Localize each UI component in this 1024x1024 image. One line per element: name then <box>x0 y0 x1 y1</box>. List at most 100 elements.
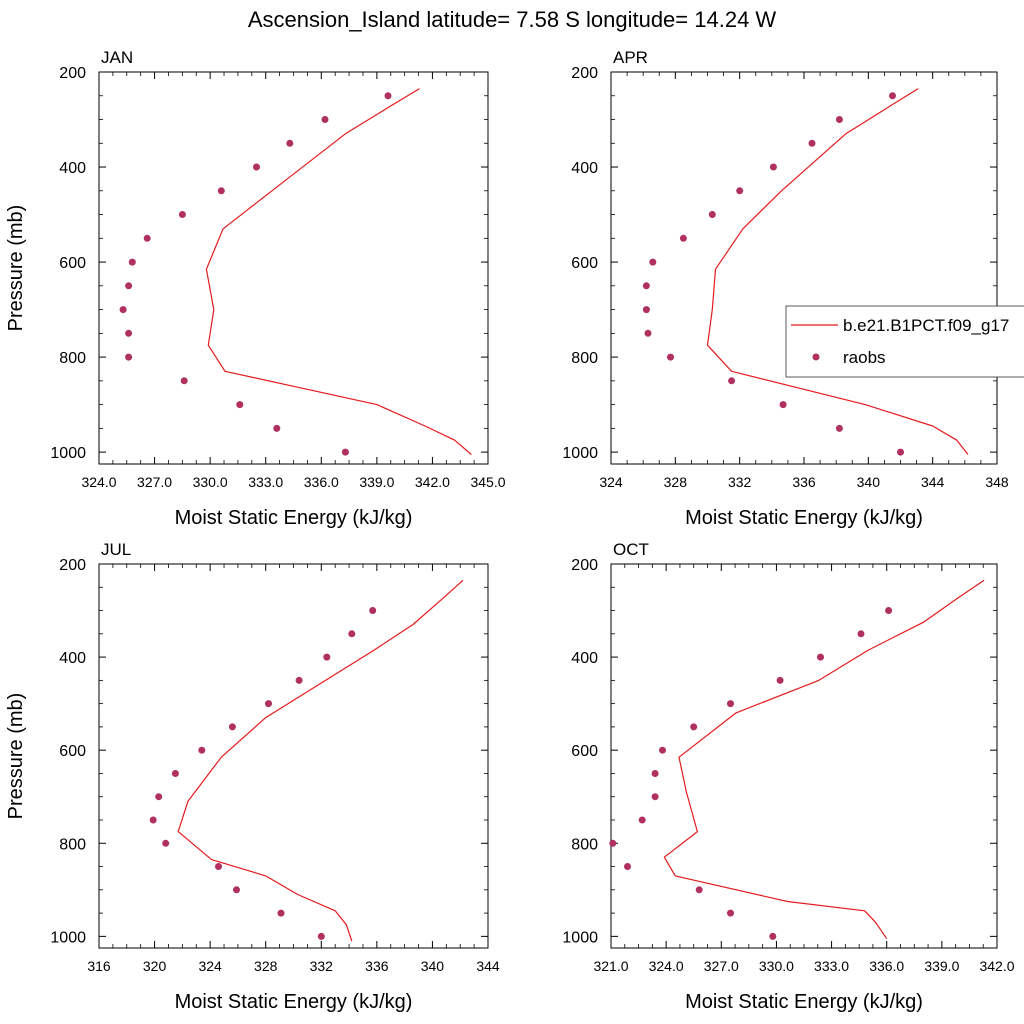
raobs-point <box>323 653 331 661</box>
model-series-line <box>205 88 472 455</box>
raobs-point <box>233 886 240 894</box>
raobs-point <box>198 746 206 754</box>
x-tick-label: 333.0 <box>248 474 283 490</box>
panel-oct: OCT 321.0 324.0 327.0 330.0 333.0 336.0 339.0 34… <box>562 540 1014 1013</box>
x-tick-label: 321.0 <box>593 958 628 974</box>
raobs-point <box>769 163 777 171</box>
raobs-point <box>295 676 303 684</box>
raobs-point <box>236 401 244 409</box>
x-tick-label: 324 <box>599 474 623 490</box>
raobs-point <box>155 793 163 801</box>
x-tick-label: 340 <box>421 958 445 974</box>
x-tick-label: 336 <box>365 958 389 974</box>
y-tick-label: 600 <box>571 743 598 760</box>
legend-label-model: b.e21.B1PCT.f09_g17 <box>843 316 1009 335</box>
y-tick-label: 1000 <box>50 929 86 946</box>
x-axis-label: Moist Static Energy (kJ/kg) <box>175 991 413 1013</box>
raobs-point <box>808 139 816 147</box>
x-tick-label: 324.0 <box>649 958 684 974</box>
raobs-point <box>171 770 179 777</box>
model-series-line <box>706 88 969 455</box>
raobs-point <box>644 329 652 337</box>
raobs-point <box>286 139 294 147</box>
model-series-line <box>663 579 985 940</box>
plot-frame <box>98 71 489 465</box>
x-tick-label: 333.0 <box>814 958 849 974</box>
legend: b.e21.B1PCT.f09_g17 raobs <box>785 305 1024 378</box>
x-tick-label: 336.0 <box>304 474 339 490</box>
raobs-point <box>277 909 285 917</box>
y-tick-label: 600 <box>571 255 598 272</box>
x-tick-label: 339.0 <box>924 958 959 974</box>
x-tick-label: 339.0 <box>359 474 394 490</box>
y-tick-label: 800 <box>571 836 598 853</box>
raobs-point <box>119 306 127 314</box>
raobs-point <box>253 163 260 171</box>
raobs-point <box>736 187 744 195</box>
raobs-point <box>149 816 157 824</box>
y-axis-label: Pressure (mb) <box>5 693 27 820</box>
raobs-point <box>857 630 865 638</box>
raobs-point <box>265 700 272 708</box>
x-axis-label: Moist Static Energy (kJ/kg) <box>175 507 413 529</box>
y-tick-label: 800 <box>59 836 86 853</box>
raobs-point <box>642 306 650 314</box>
x-tick-label: 344 <box>921 474 945 490</box>
panel-title: OCT <box>613 540 649 559</box>
raobs-point <box>679 234 687 242</box>
x-tick-label: 328 <box>254 958 278 974</box>
raobs-point <box>817 653 824 661</box>
plot-frame <box>610 563 998 949</box>
raobs-point <box>624 863 631 870</box>
y-tick-label: 600 <box>59 255 86 272</box>
raobs-point <box>178 211 186 218</box>
raobs-point <box>659 746 666 754</box>
y-tick-label: 1000 <box>50 445 86 462</box>
raobs-point <box>321 116 329 123</box>
raobs-point <box>228 723 236 731</box>
x-tick-label: 332 <box>310 958 334 974</box>
raobs-point <box>217 187 225 195</box>
raobs-point <box>143 234 151 242</box>
y-axis-label: Pressure (mb) <box>5 205 27 332</box>
y-tick-label: 400 <box>571 650 598 667</box>
raobs-point <box>690 723 698 731</box>
panel-title: APR <box>613 48 648 67</box>
figure-title: Ascension_Island latitude= 7.58 S longit… <box>248 7 777 32</box>
raobs-point <box>609 839 617 847</box>
raobs-point <box>317 932 325 940</box>
legend-box <box>785 305 1024 378</box>
raobs-point <box>885 607 893 614</box>
x-tick-label: 342.0 <box>415 474 450 490</box>
panel-apr: APR 324 328 332 336 340 344 348 200 400 600 800 1000… <box>562 48 1008 529</box>
x-tick-label: 348 <box>985 474 1009 490</box>
raobs-point <box>649 258 657 266</box>
panel-title: JUL <box>101 540 131 559</box>
panel-jul: JUL 316 320 324 328 332 336 340 344 200 400 600 800 1… <box>5 540 500 1013</box>
x-tick-label: 330.0 <box>759 958 794 974</box>
y-tick-label: 1000 <box>562 445 598 462</box>
x-tick-label: 336 <box>792 474 816 490</box>
x-tick-label: 336.0 <box>869 958 904 974</box>
raobs-point <box>727 700 734 708</box>
x-tick-label: 320 <box>143 958 167 974</box>
raobs-point <box>215 863 222 870</box>
x-tick-label: 330.0 <box>193 474 228 490</box>
model-series-line <box>177 579 464 942</box>
raobs-point <box>341 448 349 456</box>
x-tick-label: 324 <box>198 958 222 974</box>
x-tick-label: 345.0 <box>470 474 505 490</box>
plot-frame <box>98 563 489 949</box>
y-tick-label: 200 <box>59 65 86 82</box>
panel-jan: JAN 324.0 327.0 330.0 333.0 336.0 339.0 342.0 34… <box>5 48 506 529</box>
raobs-point <box>835 116 843 123</box>
raobs-point <box>776 676 784 684</box>
raobs-point <box>728 377 736 385</box>
legend-dot-marker <box>812 353 820 361</box>
y-tick-label: 400 <box>571 160 598 177</box>
raobs-point <box>162 839 170 847</box>
y-tick-label: 1000 <box>562 929 598 946</box>
y-tick-label: 800 <box>571 350 598 367</box>
raobs-point <box>125 282 133 290</box>
